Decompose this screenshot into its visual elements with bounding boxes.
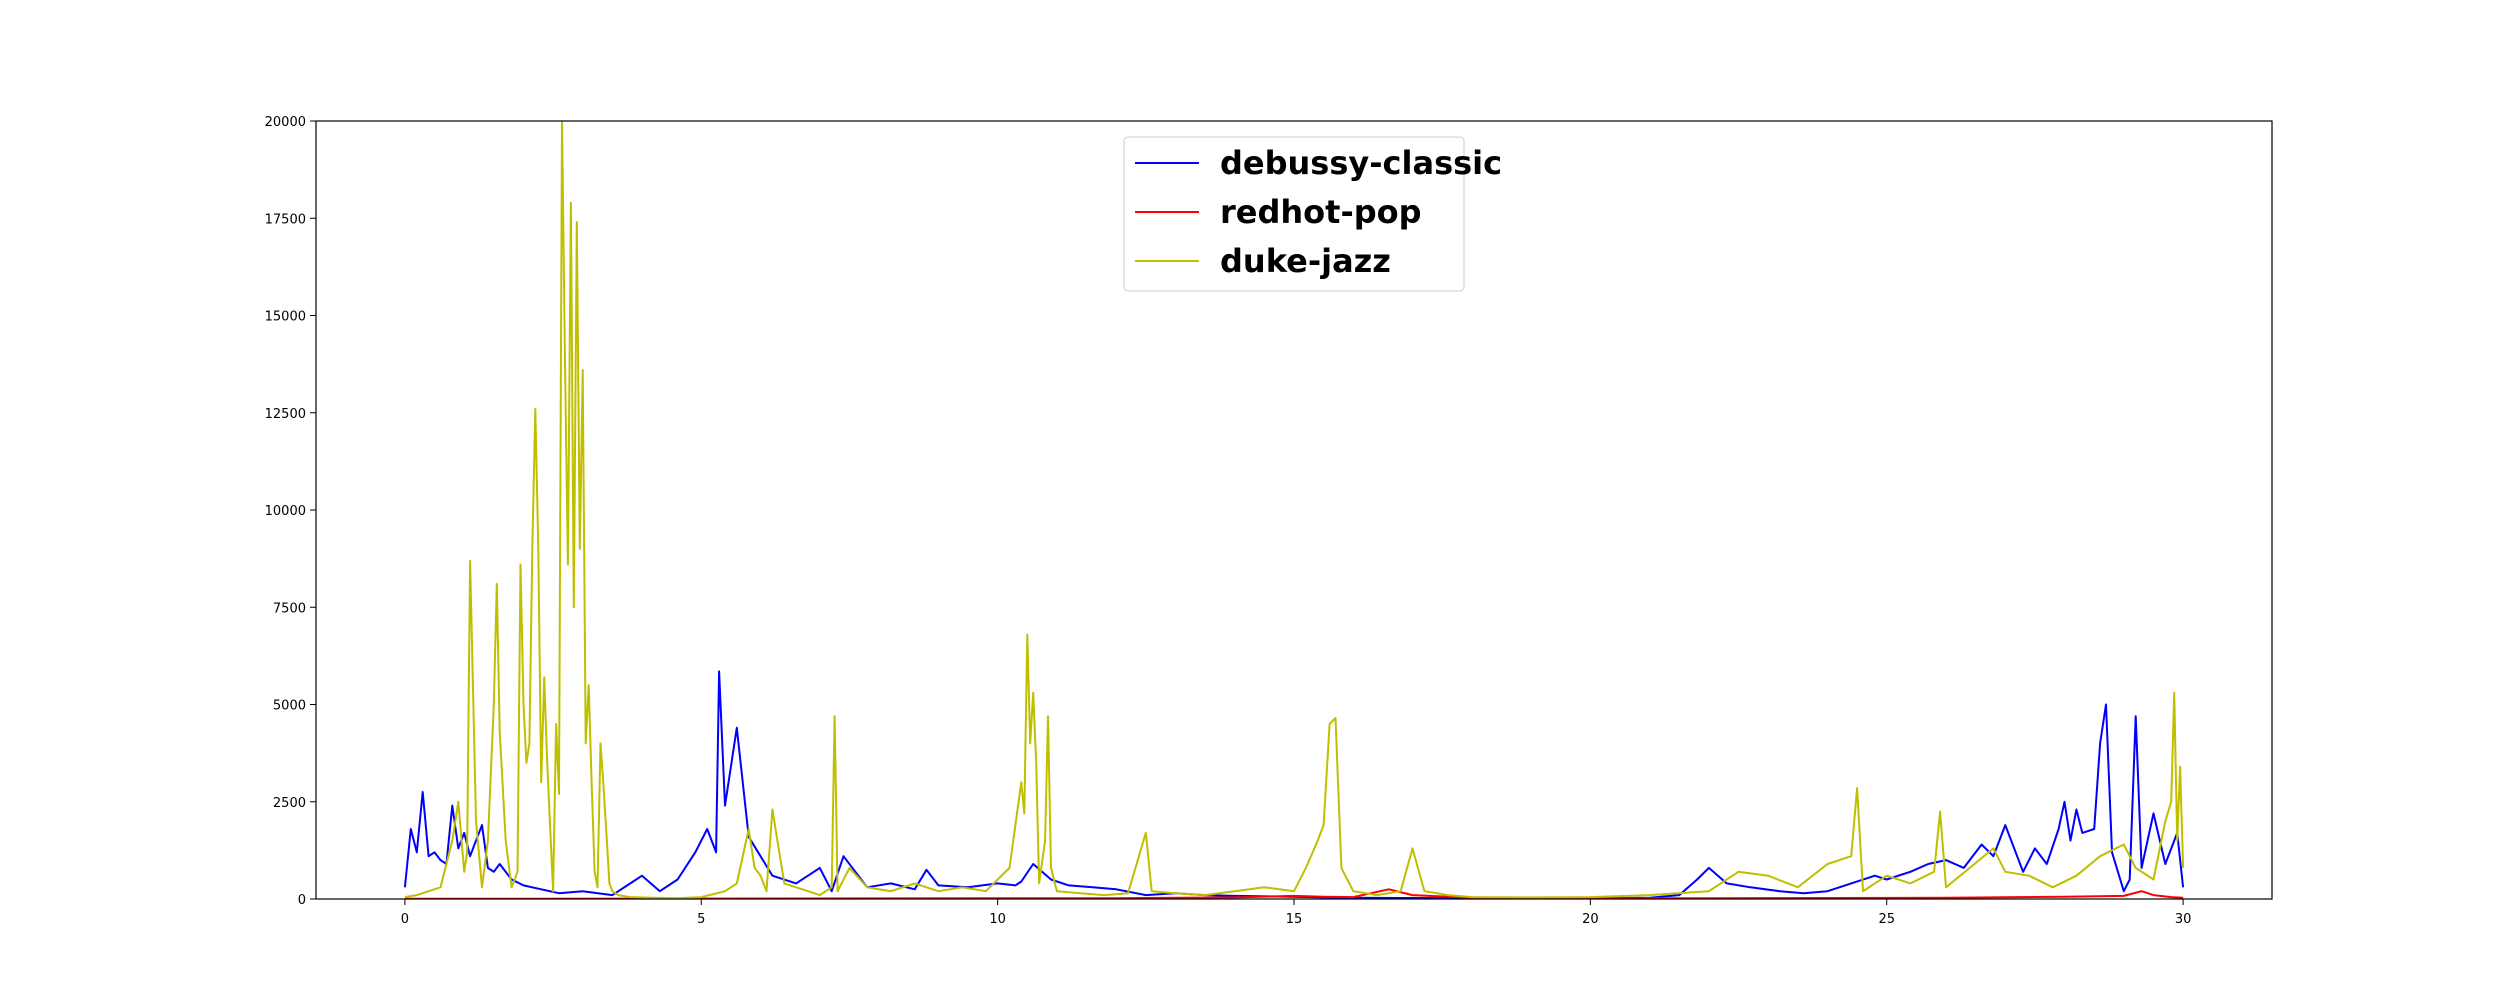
y-tick-label: 0 bbox=[298, 893, 306, 908]
x-tick-label: 0 bbox=[401, 912, 409, 927]
x-axis: 0 5 10 15 20 25 30 bbox=[401, 899, 2192, 927]
x-tick-label: 15 bbox=[1286, 912, 1303, 927]
series-line-debussy-classic bbox=[403, 670, 2185, 899]
y-tick-label: 10000 bbox=[265, 504, 306, 519]
legend-label-duke-jazz: duke-jazz bbox=[1220, 242, 1391, 280]
y-tick-label: 12500 bbox=[265, 407, 306, 422]
legend: debussy-classic redhot-pop duke-jazz bbox=[1123, 136, 1502, 292]
legend-label-debussy-classic: debussy-classic bbox=[1220, 144, 1502, 182]
y-tick-label: 7500 bbox=[273, 601, 306, 616]
y-tick-label: 5000 bbox=[273, 699, 306, 714]
y-axis: 0 2500 5000 7500 10000 12500 15000 17500 20000 bbox=[265, 115, 316, 908]
y-tick-label: 17500 bbox=[265, 212, 306, 227]
x-tick-label: 20 bbox=[1582, 912, 1599, 927]
series-line-duke-jazz bbox=[404, 121, 2185, 899]
x-tick-label: 25 bbox=[1878, 912, 1895, 927]
legend-frame bbox=[1123, 136, 1465, 292]
x-tick-label: 5 bbox=[697, 912, 705, 927]
y-tick-label: 2500 bbox=[273, 796, 306, 811]
y-tick-label: 15000 bbox=[265, 310, 306, 325]
x-tick-label: 30 bbox=[2175, 912, 2192, 927]
x-tick-label: 10 bbox=[989, 912, 1006, 927]
y-tick-label: 20000 bbox=[265, 115, 306, 130]
legend-label-redhot-pop: redhot-pop bbox=[1220, 193, 1422, 231]
